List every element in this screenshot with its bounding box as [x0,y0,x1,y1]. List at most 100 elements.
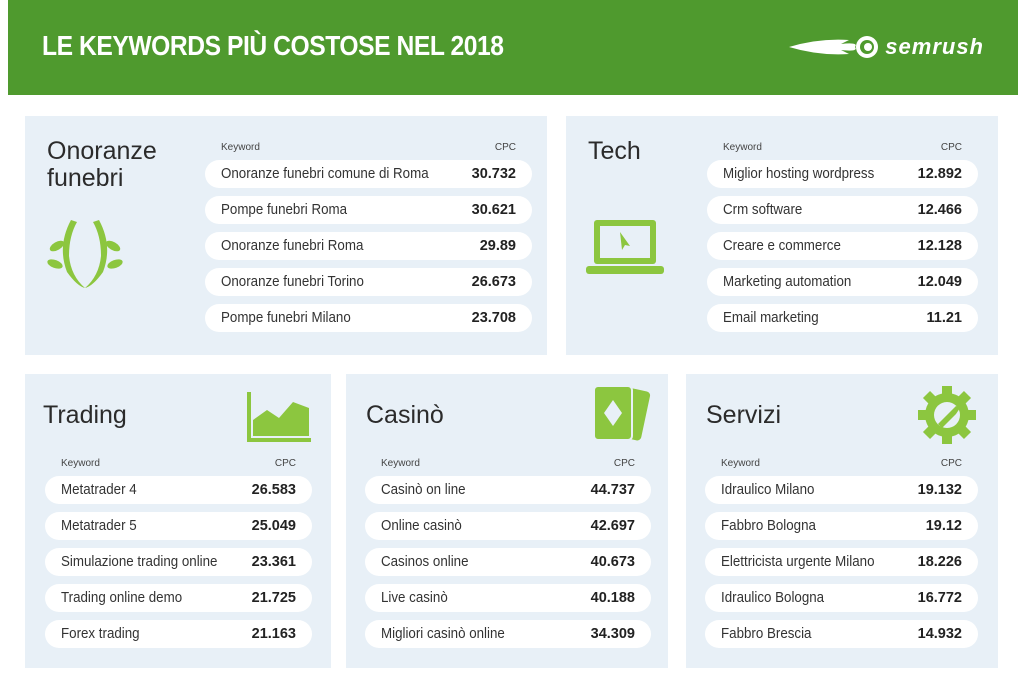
keyword-table: Keyword CPC Metatrader 4 26.583 Metatrader 5… [45,458,312,656]
cpc-cell: 12.892 [917,166,962,182]
cpc-cell: 11.21 [926,310,963,326]
table-row: Forex trading 21.163 [45,620,312,648]
panel-title: Servizi [706,401,782,429]
table-row: Marketing automation 12.049 [707,268,978,296]
keyword-cell: Forex trading [61,626,140,642]
table-row: Miglior hosting wordpress 12.892 [707,160,978,188]
keyword-cell: Online casinò [381,518,462,534]
table-row: Email marketing 11.21 [707,304,978,332]
panel-onoranze: Onoranze funebri Keyword CPC Onoranze fune… [25,116,547,355]
cpc-cell: 18.226 [917,554,962,570]
table-row: Casinos online 40.673 [365,548,651,576]
cpc-cell: 12.128 [917,238,962,254]
keyword-cell: Idraulico Milano [721,482,815,498]
table-row: Onoranze funebri comune di Roma 30.732 [205,160,532,188]
table-row: Migliori casinò online 34.309 [365,620,651,648]
table-row: Idraulico Milano 19.132 [705,476,978,504]
keyword-cell: Pompe funebri Roma [221,202,348,218]
cpc-cell: 23.708 [471,310,516,326]
table-row: Crm software 12.466 [707,196,978,224]
cpc-cell: 12.466 [917,202,962,218]
table-row: Onoranze funebri Torino 26.673 [205,268,532,296]
panel-trading: Trading Keyword CPC Metatrader 4 26.583 Meta… [25,374,331,668]
table-row: Simulazione trading online 23.361 [45,548,312,576]
cpc-cell: 21.725 [251,590,296,606]
keyword-cell: Fabbro Brescia [721,626,812,642]
panel-servizi: Servizi Keyword CPC Idraulico Milano 19.132… [686,374,998,668]
column-header-cpc: CPC [494,142,516,153]
table-row: Metatrader 5 25.049 [45,512,312,540]
cpc-cell: 40.673 [590,554,635,570]
keyword-cell: Onoranze funebri Roma [221,238,364,254]
panel-title: Tech [588,137,641,165]
table-header: Keyword CPC [707,142,978,160]
keyword-cell: Onoranze funebri comune di Roma [221,166,429,182]
column-header-keyword: Keyword [723,142,762,153]
column-header-keyword: Keyword [381,458,420,469]
cpc-cell: 14.932 [917,626,962,642]
cpc-cell: 26.673 [471,274,516,290]
column-header-keyword: Keyword [221,142,260,153]
table-row: Fabbro Brescia 14.932 [705,620,978,648]
keyword-cell: Creare e commerce [723,238,841,254]
keyword-cell: Marketing automation [723,274,852,290]
cpc-cell: 25.049 [251,518,296,534]
cpc-cell: 30.621 [471,202,516,218]
column-header-keyword: Keyword [61,458,100,469]
laurel-wreath-icon [47,220,123,288]
table-row: Onoranze funebri Roma 29.89 [205,232,532,260]
panel-casino: Casinò Keyword CPC Casinò on line 44.737 Onl… [346,374,668,668]
keyword-cell: Migliori casinò online [381,626,505,642]
keyword-cell: Fabbro Bologna [721,518,816,534]
cpc-cell: 16.772 [917,590,962,606]
table-row: Casinò on line 44.737 [365,476,651,504]
keyword-cell: Email marketing [723,310,819,326]
cpc-cell: 26.583 [251,482,296,498]
table-header: Keyword CPC [45,458,312,476]
keyword-cell: Metatrader 4 [61,482,137,498]
keyword-cell: Casinos online [381,554,469,570]
panel-title: Onoranze funebri [47,137,157,192]
playing-cards-icon [593,385,651,441]
table-row: Pompe funebri Milano 23.708 [205,304,532,332]
cpc-cell: 34.309 [590,626,635,642]
table-row: Trading online demo 21.725 [45,584,312,612]
table-header: Keyword CPC [365,458,651,476]
table-header: Keyword CPC [205,142,532,160]
fireball-icon [789,36,879,58]
page-title: LE KEYWORDS PIÙ COSTOSE NEL 2018 [42,30,504,61]
cpc-cell: 44.737 [590,482,635,498]
table-row: Creare e commerce 12.128 [707,232,978,260]
keyword-table: Keyword CPC Idraulico Milano 19.132 Fabbro B… [705,458,978,656]
keyword-cell: Trading online demo [61,590,183,606]
panel-tech: Tech Keyword CPC Miglior hosting wordpress… [566,116,998,355]
table-row: Fabbro Bologna 19.12 [705,512,978,540]
cpc-cell: 19.12 [925,518,962,534]
keyword-table: Keyword CPC Onoranze funebri comune di Rom… [205,142,532,340]
keyword-cell: Pompe funebri Milano [221,310,351,326]
column-header-keyword: Keyword [721,458,760,469]
keyword-cell: Crm software [723,202,803,218]
table-row: Online casinò 42.697 [365,512,651,540]
column-header-cpc: CPC [940,142,962,153]
cpc-cell: 30.732 [471,166,516,182]
area-chart-icon [247,392,311,442]
keyword-cell: Idraulico Bologna [721,590,825,606]
column-header-cpc: CPC [613,458,635,469]
gear-wrench-icon [918,386,976,444]
table-row: Metatrader 4 26.583 [45,476,312,504]
keyword-cell: Onoranze funebri Torino [221,274,364,290]
logo-text: semrush [885,34,984,59]
keyword-cell: Live casinò [381,590,448,606]
header-banner: LE KEYWORDS PIÙ COSTOSE NEL 2018 semrush [8,0,1018,95]
cpc-cell: 29.89 [479,238,516,254]
cpc-cell: 42.697 [590,518,635,534]
keyword-table: Keyword CPC Miglior hosting wordpress 12.89… [707,142,978,340]
panel-title: Trading [43,401,127,429]
column-header-cpc: CPC [940,458,962,469]
cpc-cell: 21.163 [251,626,296,642]
table-row: Pompe funebri Roma 30.621 [205,196,532,224]
semrush-logo: semrush [789,34,984,60]
keyword-cell: Miglior hosting wordpress [723,166,875,182]
cpc-cell: 19.132 [917,482,962,498]
